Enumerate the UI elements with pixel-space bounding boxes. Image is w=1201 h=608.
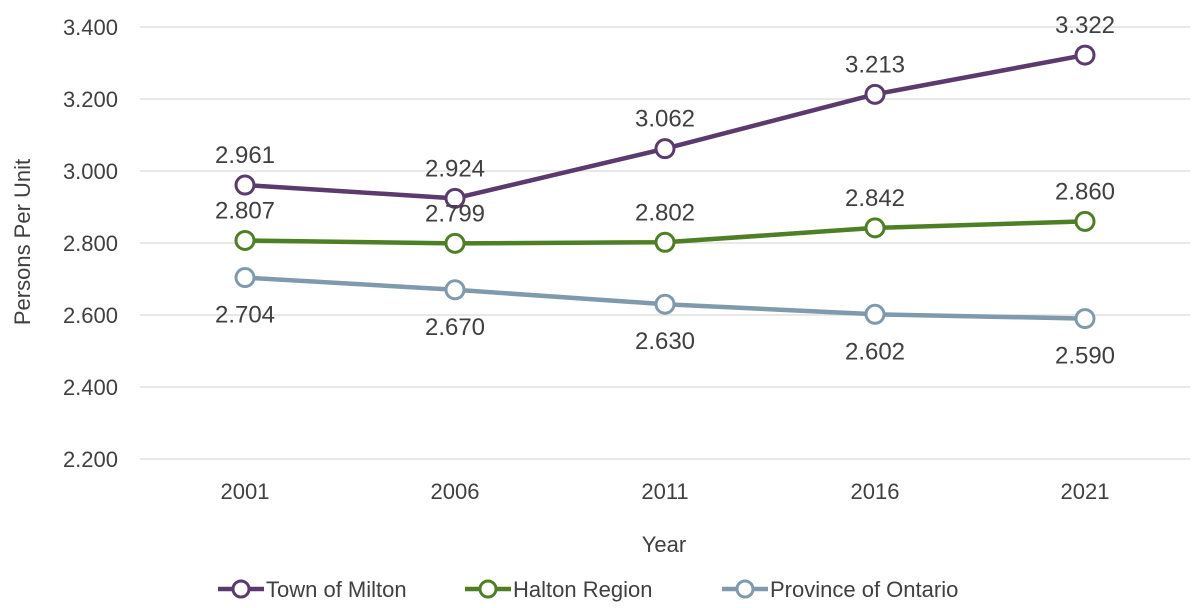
legend-label: Province of Ontario: [770, 577, 958, 602]
x-tick-label: 2021: [1061, 479, 1110, 504]
data-label: 2.924: [425, 155, 485, 182]
legend-marker: [231, 579, 251, 599]
data-label: 2.860: [1055, 178, 1115, 205]
data-point: [654, 293, 676, 315]
data-point: [1074, 210, 1096, 232]
data-point: [864, 303, 886, 325]
data-label: 2.799: [425, 200, 485, 227]
y-tick-label: 3.200: [63, 87, 118, 112]
legend-item: Province of Ontario: [722, 577, 958, 602]
y-tick-label: 2.200: [63, 447, 118, 472]
data-label: 3.062: [635, 106, 695, 133]
x-tick-label: 2016: [851, 479, 900, 504]
legend-item: Halton Region: [465, 577, 652, 602]
data-point: [444, 279, 466, 301]
y-axis-title: Persons Per Unit: [10, 159, 35, 325]
data-point: [864, 217, 886, 239]
y-tick-label: 2.600: [63, 303, 118, 328]
data-point: [654, 138, 676, 160]
legend: Town of Milton Halton Region Province of O…: [218, 577, 958, 602]
y-tick-label: 2.400: [63, 375, 118, 400]
data-point: [654, 231, 676, 253]
data-label: 2.670: [425, 314, 485, 341]
data-label: 2.590: [1055, 343, 1115, 370]
data-point: [234, 174, 256, 196]
series-lines: [234, 44, 1096, 330]
data-label: 2.802: [635, 199, 695, 226]
y-tick-label: 3.000: [63, 159, 118, 184]
data-label: 3.322: [1055, 12, 1115, 39]
legend-marker: [735, 579, 755, 599]
x-tick-label: 2001: [221, 479, 270, 504]
y-axis-ticks: 2.200 2.400 2.600 2.800 3.000 3.200 3.400: [63, 15, 118, 472]
x-tick-label: 2006: [431, 479, 480, 504]
legend-item: Town of Milton: [218, 577, 407, 602]
data-point: [1074, 308, 1096, 330]
x-tick-label: 2011: [641, 479, 688, 504]
data-label: 2.602: [845, 338, 905, 365]
data-label: 3.213: [845, 51, 905, 78]
data-point: [1074, 44, 1096, 66]
data-label: 2.842: [845, 185, 905, 212]
legend-label: Town of Milton: [266, 577, 407, 602]
data-labels: 2.961 2.924 3.062 3.213 3.322 2.807 2.799 2.802…: [215, 12, 1115, 370]
data-label: 2.807: [215, 197, 275, 224]
x-axis-title: Year: [642, 532, 686, 557]
data-point: [444, 187, 466, 209]
data-label: 2.630: [635, 328, 695, 355]
legend-label: Halton Region: [513, 577, 652, 602]
data-point: [234, 229, 256, 251]
legend-marker: [478, 579, 498, 599]
x-axis-ticks: 2001 2006 2011 2016 2021: [221, 479, 1110, 504]
data-point: [234, 267, 256, 289]
data-label: 2.704: [215, 302, 275, 329]
y-tick-label: 2.800: [63, 231, 118, 256]
data-point: [444, 232, 466, 254]
data-point: [864, 83, 886, 105]
y-tick-label: 3.400: [63, 15, 118, 40]
data-label: 2.961: [215, 142, 275, 169]
